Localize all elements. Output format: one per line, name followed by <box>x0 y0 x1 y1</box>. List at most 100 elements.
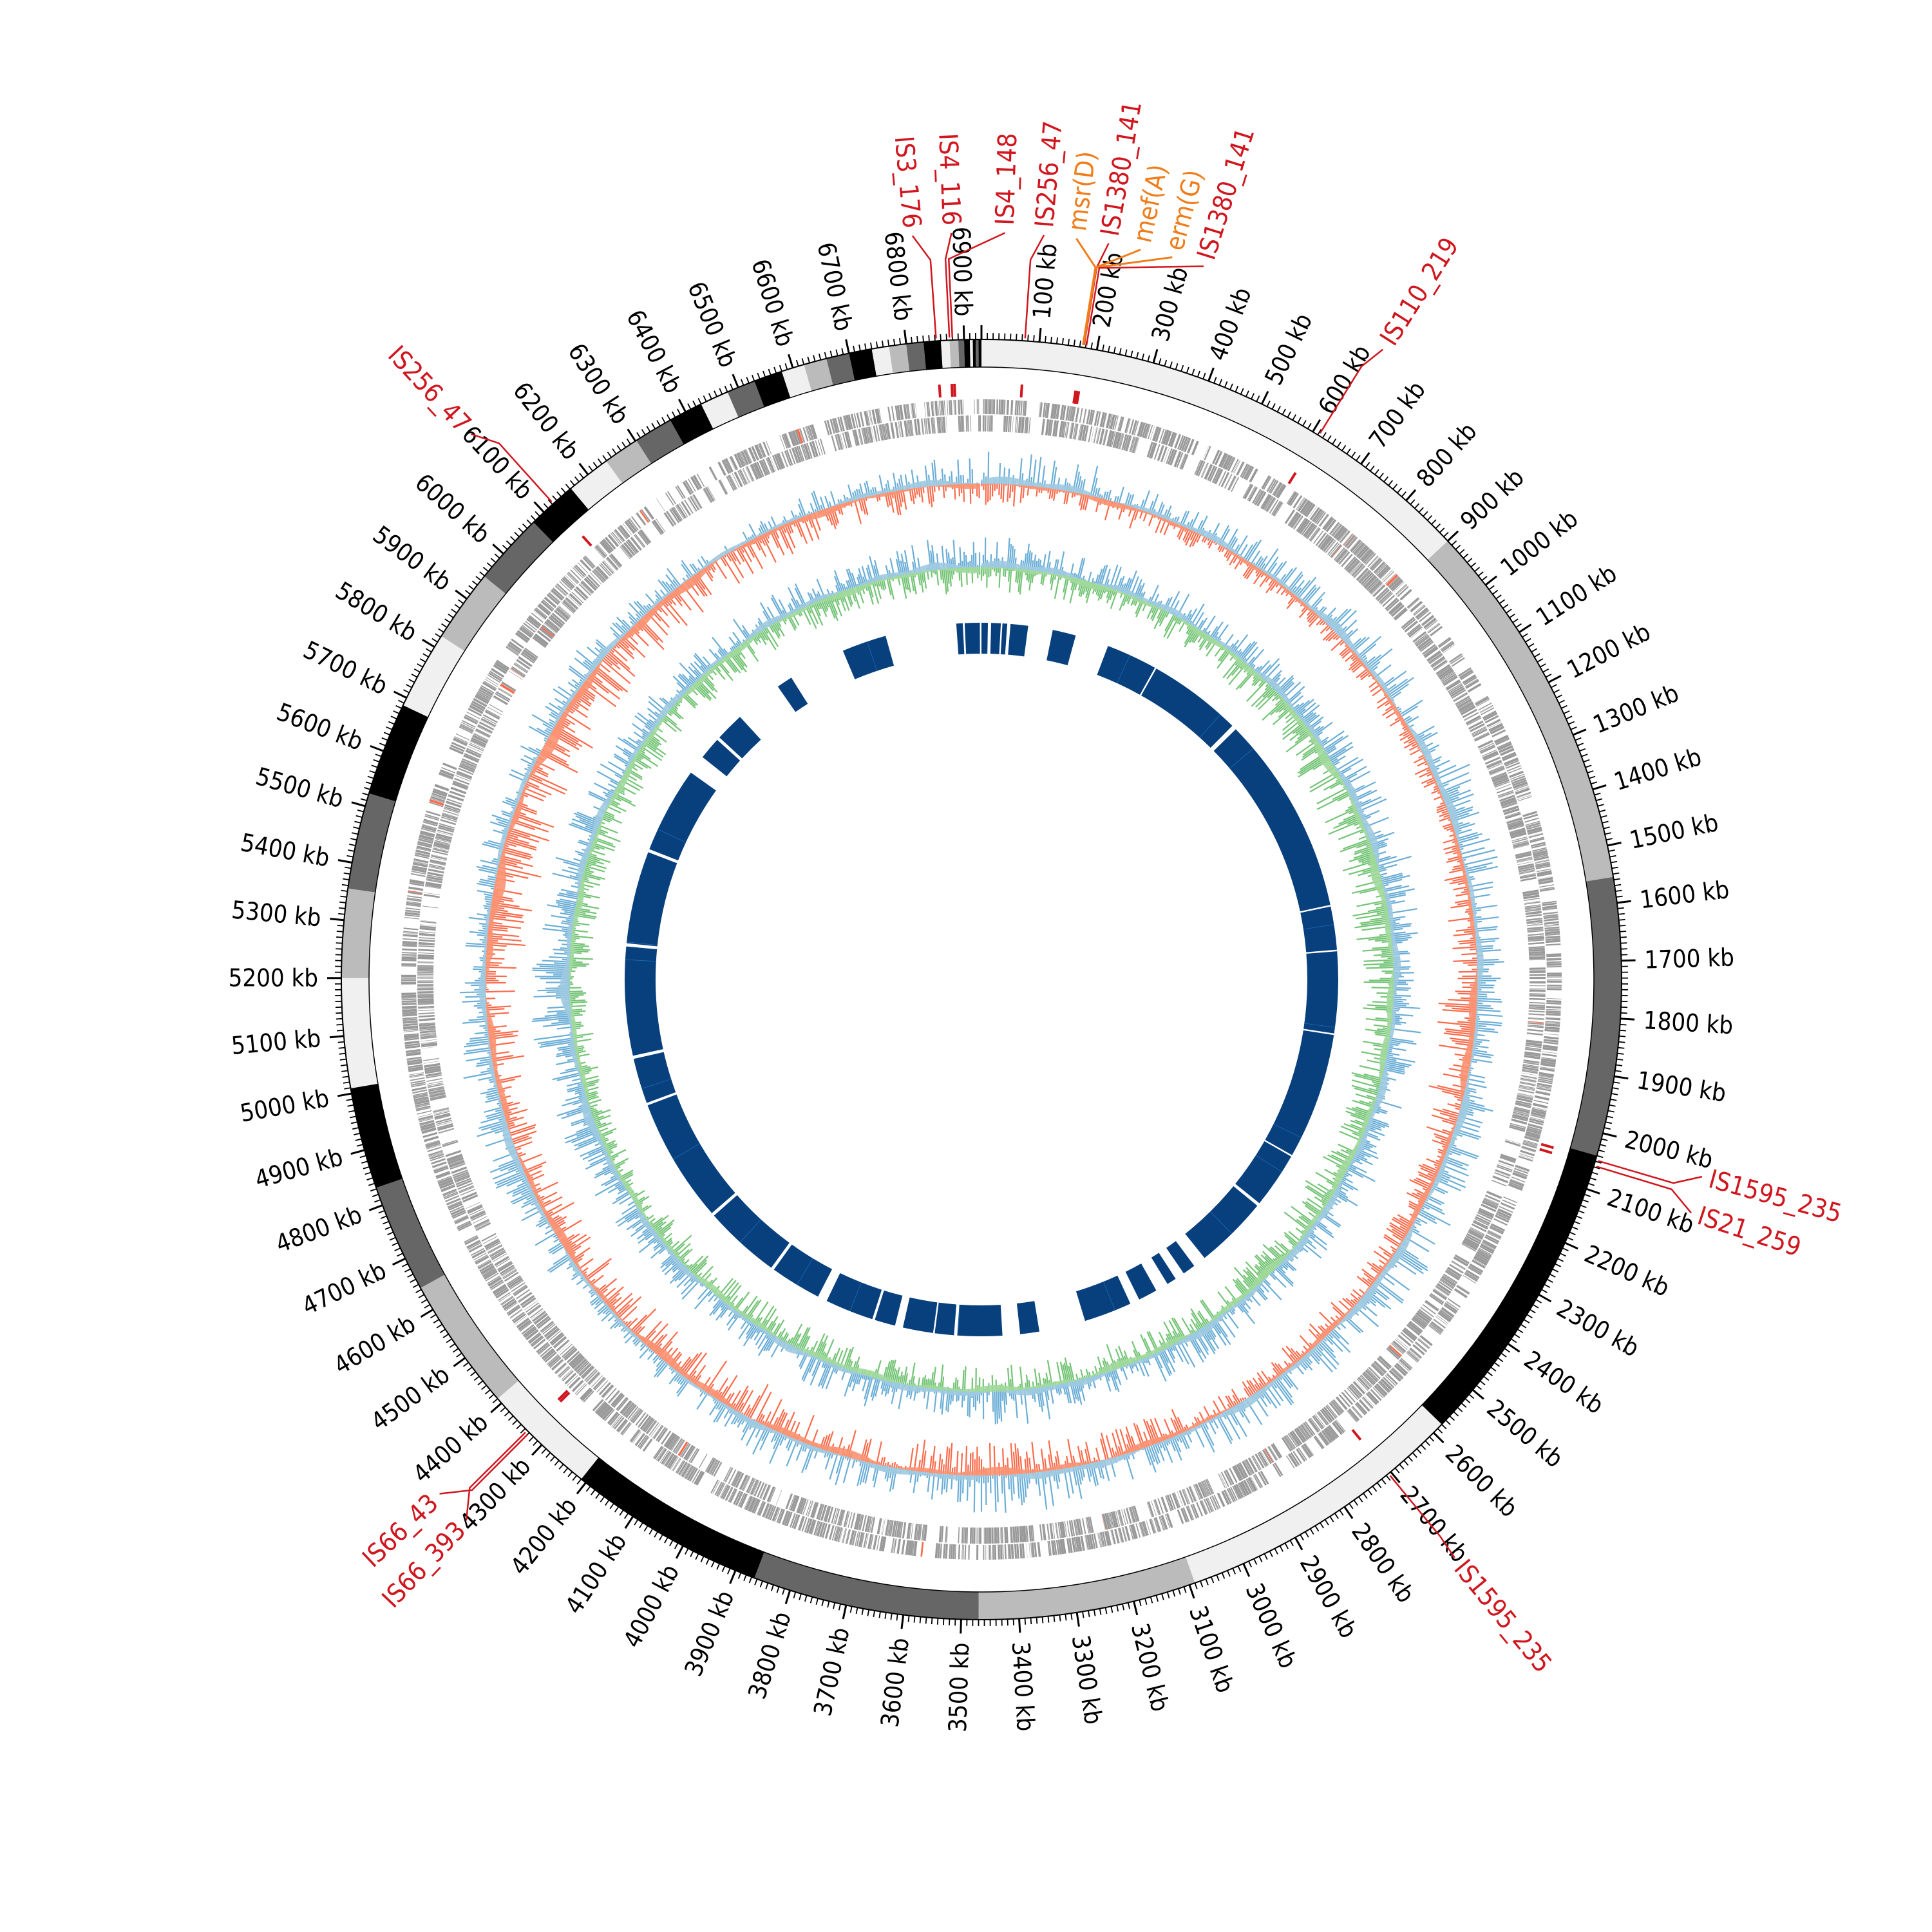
gc-content-above-bar <box>1387 1052 1400 1056</box>
gc-skew-positive-bar <box>1296 580 1311 598</box>
gc-content-below-bar <box>1373 953 1393 956</box>
gc-content-below-bar <box>661 719 677 732</box>
gc-skew-positive-bar <box>1247 539 1262 562</box>
gc-content-above-bar <box>697 1287 709 1300</box>
gc-content-above-bar <box>728 636 738 649</box>
gc-skew-positive-bar <box>1273 1379 1293 1406</box>
gc-content-below-bar <box>1343 1122 1365 1133</box>
gc-skew-negative-bar <box>1339 645 1350 656</box>
gc-content-below-bar <box>682 695 696 709</box>
gc-content-below-bar <box>1356 842 1371 849</box>
gc-skew-negative-bar <box>627 1318 638 1328</box>
gc-content-below-bar <box>910 1362 916 1386</box>
gc-content-below-bar <box>587 856 600 862</box>
gc-skew-positive-bar <box>1472 904 1498 910</box>
gc-content-above-bar <box>1383 885 1410 893</box>
gc-content-below-bar <box>1359 918 1390 924</box>
gc-content-above-bar <box>1343 1175 1347 1178</box>
gc-skew-negative-bar <box>1233 1400 1237 1406</box>
gc-content-above-bar <box>1091 578 1094 583</box>
gc-content-below-bar <box>1068 1365 1074 1382</box>
gc-content-above-bar <box>1113 566 1122 590</box>
gc-skew-positive-bar <box>1103 491 1106 500</box>
gc-skew-negative-bar <box>1391 1228 1406 1238</box>
gc-content-above-bar <box>1349 1163 1367 1173</box>
gc-content-above-bar <box>1385 1059 1412 1066</box>
gc-skew-positive-bar <box>547 1255 571 1272</box>
gc-skew-negative-bar <box>1436 808 1448 813</box>
gc-skew-negative-bar <box>734 1385 749 1410</box>
gc-content-below-bar <box>888 1360 895 1381</box>
gc-content-above-bar <box>1194 612 1204 627</box>
gc-content-below-bar <box>828 596 838 621</box>
gc-content-below-bar <box>692 1259 707 1274</box>
gc-content-below-bar <box>900 1374 904 1385</box>
gc-content-above-bar <box>1332 755 1346 764</box>
gc-skew-positive-bar <box>835 1455 845 1486</box>
gc-skew-positive-bar <box>1374 1281 1403 1304</box>
gc-skew-negative-bar <box>1390 1245 1397 1251</box>
gc-skew-negative-bar <box>487 942 526 947</box>
gc-skew-positive-bar <box>1405 717 1412 723</box>
gc-skew-positive-bar <box>676 1379 690 1397</box>
gc-skew-negative-bar <box>1338 1300 1351 1312</box>
gc-skew-negative-bar <box>1426 1126 1453 1136</box>
gc-skew-negative-bar <box>1100 1432 1109 1459</box>
gc-skew-positive-bar <box>1265 556 1279 574</box>
gc-skew-negative-bar <box>1383 1236 1400 1247</box>
gc-content-above-bar <box>608 761 626 773</box>
gc-skew-negative-bar <box>1239 1397 1243 1402</box>
gc-content-above-bar <box>911 545 917 573</box>
gc-skew-positive-bar <box>1418 1213 1437 1224</box>
gc-content-above-bar <box>1385 1063 1405 1069</box>
gc-skew-positive-bar <box>1477 996 1488 998</box>
gc-content-below-bar <box>1351 1084 1378 1094</box>
gc-skew-positive-bar <box>465 945 487 948</box>
aligned-block <box>1097 646 1155 695</box>
gc-skew-positive-bar <box>1282 567 1298 586</box>
gc-content-above-bar <box>750 1325 759 1340</box>
gc-content-below-bar <box>586 860 597 865</box>
gc-skew-positive-bar <box>1474 1029 1499 1034</box>
gc-content-below-bar <box>603 814 623 824</box>
gc-skew-negative-bar <box>1022 485 1025 498</box>
aligned-block <box>1166 1241 1195 1274</box>
gc-content-below-bar <box>1365 1018 1392 1023</box>
gc-skew-positive-bar <box>478 880 495 886</box>
gc-content-above-bar <box>531 1017 571 1023</box>
gc-skew-negative-bar <box>524 1161 547 1172</box>
gc-content-above-bar <box>1389 1037 1414 1043</box>
gc-content-below-bar <box>770 624 781 639</box>
gc-skew-positive-bar <box>1036 457 1042 488</box>
gc-content-above-bar <box>559 892 578 898</box>
gc-content-above-bar <box>1301 704 1320 721</box>
gc-skew-negative-bar <box>1254 1384 1260 1391</box>
gc-skew-negative-bar <box>616 1304 630 1317</box>
gc-content-below-bar <box>570 1005 587 1008</box>
gc-content-above-bar <box>1202 627 1206 632</box>
gc-content-below-bar <box>691 1255 709 1273</box>
gc-content-above-bar <box>1113 1369 1118 1379</box>
gc-content-below-bar <box>589 1104 598 1108</box>
gc-content-below-bar <box>690 1264 698 1272</box>
gc-skew-negative-bar <box>1282 1347 1296 1365</box>
gc-content-above-bar <box>1179 1340 1196 1368</box>
gc-content-above-bar <box>1261 658 1280 678</box>
gc-content-below-bar <box>583 872 605 880</box>
aligned-block <box>647 1094 735 1213</box>
gc-content-above-bar <box>864 1376 872 1399</box>
gc-content-above-bar <box>1340 1182 1354 1191</box>
gc-content-below-bar <box>800 1335 809 1350</box>
gc-skew-positive-bar <box>859 1461 867 1485</box>
gc-content-above-bar <box>551 1021 572 1025</box>
gc-skew-negative-bar <box>1322 629 1334 641</box>
gc-content-above-bar <box>1240 641 1256 660</box>
gc-content-below-bar <box>596 1122 607 1128</box>
gc-content-below-bar <box>893 1370 898 1383</box>
gc-skew-positive-bar <box>1309 591 1326 609</box>
aligned-block <box>714 1195 790 1268</box>
gc-content-above-bar <box>1001 1391 1003 1401</box>
aligned-block <box>826 1273 882 1320</box>
gc-content-above-bar <box>821 1363 833 1389</box>
gc-skew-positive-bar <box>973 1475 976 1513</box>
